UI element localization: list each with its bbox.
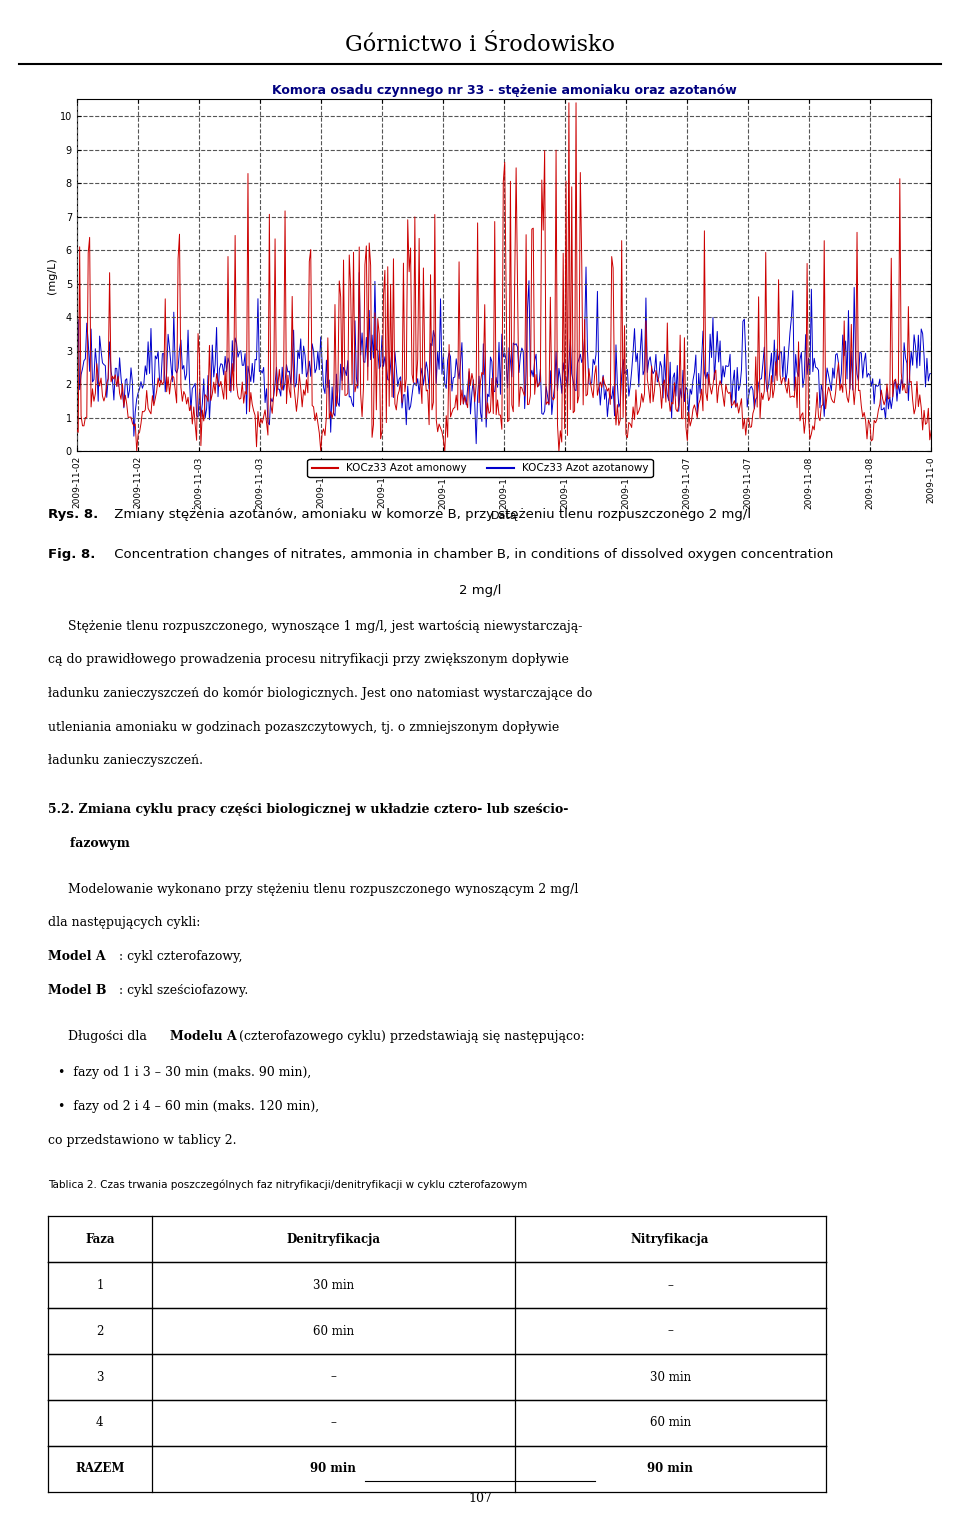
Text: 107: 107 xyxy=(468,1492,492,1504)
Text: Nitryfikacja: Nitryfikacja xyxy=(631,1233,709,1245)
Text: ładunku zanieczyszczeń.: ładunku zanieczyszczeń. xyxy=(48,754,203,767)
Text: cą do prawidłowego prowadzenia procesu nitryfikacji przy zwiększonym dopływie: cą do prawidłowego prowadzenia procesu n… xyxy=(48,653,569,666)
Legend: KOCz33 Azot amonowy, KOCz33 Azot azotanowy: KOCz33 Azot amonowy, KOCz33 Azot azotano… xyxy=(307,459,653,477)
Text: 1: 1 xyxy=(96,1279,104,1291)
Text: 60 min: 60 min xyxy=(650,1417,690,1429)
Text: –: – xyxy=(667,1279,673,1291)
Text: Concentration changes of nitrates, ammonia in chamber B, in conditions of dissol: Concentration changes of nitrates, ammon… xyxy=(110,548,834,560)
Text: Stężenie tlenu rozpuszczonego, wynoszące 1 mg/l, jest wartością niewystarczają-: Stężenie tlenu rozpuszczonego, wynoszące… xyxy=(48,620,583,632)
Text: : cykl sześciofazowy.: : cykl sześciofazowy. xyxy=(119,984,249,996)
Text: Zmiany stężenia azotanów, amoniaku w komorze B, przy stężeniu tlenu rozpuszczone: Zmiany stężenia azotanów, amoniaku w kom… xyxy=(110,508,752,520)
Text: dla następujących cykli:: dla następujących cykli: xyxy=(48,916,201,929)
Title: Komora osadu czynnego nr 33 - stężenie amoniaku oraz azotanów: Komora osadu czynnego nr 33 - stężenie a… xyxy=(272,84,736,96)
Y-axis label: (mg/L): (mg/L) xyxy=(47,257,57,294)
Text: 4: 4 xyxy=(96,1417,104,1429)
Text: fazowym: fazowym xyxy=(48,837,130,849)
Text: Modelowanie wykonano przy stężeniu tlenu rozpuszczonego wynoszącym 2 mg/l: Modelowanie wykonano przy stężeniu tlenu… xyxy=(48,883,578,895)
Text: 2: 2 xyxy=(96,1325,104,1337)
Text: ładunku zanieczyszczeń do komór biologicznych. Jest ono natomiast wystarczające : ładunku zanieczyszczeń do komór biologic… xyxy=(48,687,592,701)
Text: 90 min: 90 min xyxy=(310,1463,356,1475)
Text: 60 min: 60 min xyxy=(313,1325,353,1337)
Text: (czterofazowego cyklu) przedstawiają się następująco:: (czterofazowego cyklu) przedstawiają się… xyxy=(235,1030,585,1042)
Text: 30 min: 30 min xyxy=(650,1371,690,1383)
Text: –: – xyxy=(330,1417,336,1429)
Text: •  fazy od 1 i 3 – 30 min (maks. 90 min),: • fazy od 1 i 3 – 30 min (maks. 90 min), xyxy=(58,1066,311,1079)
Text: –: – xyxy=(330,1371,336,1383)
Text: Fig. 8.: Fig. 8. xyxy=(48,548,95,560)
Text: Model A: Model A xyxy=(48,950,106,962)
Text: utleniania amoniaku w godzinach pozaszczytowych, tj. o zmniejszonym dopływie: utleniania amoniaku w godzinach pozaszcz… xyxy=(48,721,560,733)
Text: •  fazy od 2 i 4 – 60 min (maks. 120 min),: • fazy od 2 i 4 – 60 min (maks. 120 min)… xyxy=(58,1100,319,1112)
Text: RAZEM: RAZEM xyxy=(75,1463,125,1475)
Text: Model B: Model B xyxy=(48,984,107,996)
Text: –: – xyxy=(667,1325,673,1337)
Text: co przedstawiono w tablicy 2.: co przedstawiono w tablicy 2. xyxy=(48,1134,236,1146)
X-axis label: Data: Data xyxy=(491,511,517,522)
Text: 90 min: 90 min xyxy=(647,1463,693,1475)
Text: Tablica 2. Czas trwania poszczególnych faz nitryfikacji/denitryfikacji w cyklu c: Tablica 2. Czas trwania poszczególnych f… xyxy=(48,1180,527,1190)
Text: Rys. 8.: Rys. 8. xyxy=(48,508,98,520)
Text: Faza: Faza xyxy=(85,1233,114,1245)
Text: Długości dla: Długości dla xyxy=(48,1030,151,1042)
Text: Modelu A: Modelu A xyxy=(170,1030,237,1042)
Text: Górnictwo i Środowisko: Górnictwo i Środowisko xyxy=(345,34,615,55)
Text: 2 mg/l: 2 mg/l xyxy=(459,584,501,597)
Text: 3: 3 xyxy=(96,1371,104,1383)
Text: 30 min: 30 min xyxy=(313,1279,353,1291)
Text: 5.2. Zmiana cyklu pracy części biologicznej w układzie cztero- lub sześcio-: 5.2. Zmiana cyklu pracy części biologicz… xyxy=(48,803,568,815)
Text: : cykl czterofazowy,: : cykl czterofazowy, xyxy=(119,950,243,962)
Text: Denitryfikacja: Denitryfikacja xyxy=(286,1233,380,1245)
